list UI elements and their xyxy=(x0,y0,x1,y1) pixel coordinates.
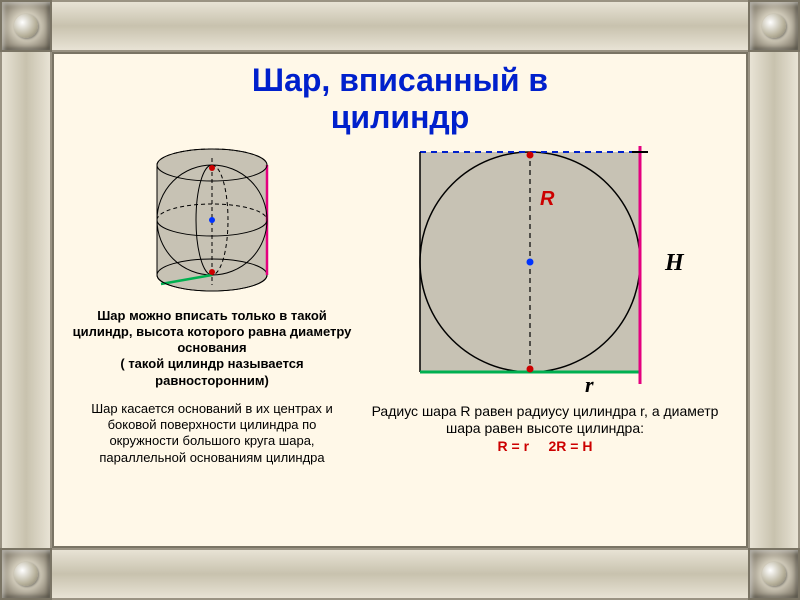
slide-content: Шар, вписанный в цилиндр xyxy=(52,52,748,548)
frame-corner-br xyxy=(748,548,800,600)
right-caption-1: Радиус шара R равен радиусу цилиндра r, … xyxy=(362,403,728,438)
frame-rail-top xyxy=(52,0,748,52)
right-column: R H r Радиус шара R равен радиусу цилинд… xyxy=(362,140,728,466)
title-line1: Шар, вписанный в xyxy=(252,62,548,98)
label-R: R xyxy=(540,188,555,210)
right-figure: R H r xyxy=(362,140,728,395)
columns: Шар можно вписать только в такой цилиндр… xyxy=(72,140,728,466)
frame-rail-right xyxy=(748,52,800,548)
frame-rail-left xyxy=(0,52,52,548)
slide-frame: Шар, вписанный в цилиндр xyxy=(0,0,800,600)
label-r: r xyxy=(585,372,594,395)
label-H: H xyxy=(664,250,685,276)
frame-rail-bottom xyxy=(52,548,748,600)
left-figure xyxy=(72,140,352,300)
left-column: Шар можно вписать только в такой цилиндр… xyxy=(72,140,352,466)
left-caption-bold: Шар можно вписать только в такой цилиндр… xyxy=(72,308,352,389)
left-caption-plain: Шар касается оснований в их центрах и бо… xyxy=(72,401,352,466)
title-line2: цилиндр xyxy=(331,99,470,135)
right-caption-2: R = r 2R = H xyxy=(362,438,728,456)
frame-corner-bl xyxy=(0,548,52,600)
frame-corner-tl xyxy=(0,0,52,52)
frame-corner-tr xyxy=(748,0,800,52)
axial-section-icon: R H r xyxy=(380,140,710,395)
sphere-in-cylinder-3d-icon xyxy=(137,140,287,300)
slide-title: Шар, вписанный в цилиндр xyxy=(72,62,728,136)
